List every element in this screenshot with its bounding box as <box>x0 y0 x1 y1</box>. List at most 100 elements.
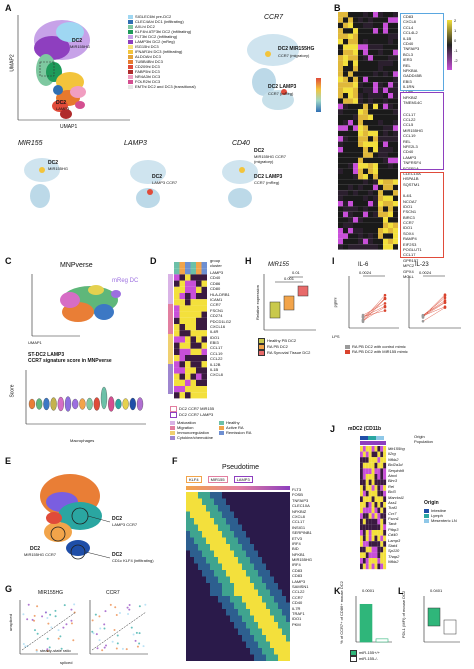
f-cell <box>190 622 194 629</box>
f-cell <box>258 596 262 603</box>
d-cell <box>185 330 191 337</box>
d-cell <box>185 392 191 399</box>
f-cell <box>246 498 250 505</box>
g-point <box>94 613 97 616</box>
b-mid-gene: SQSTM1 <box>403 181 420 187</box>
f-cell <box>258 609 262 616</box>
b-cell <box>343 184 348 191</box>
f-cell <box>238 615 242 622</box>
a-legend-swatch <box>128 69 133 74</box>
b-cell <box>383 39 388 45</box>
b-cell <box>383 55 388 61</box>
f-cell <box>262 505 266 512</box>
f-cell <box>242 628 246 635</box>
d-gene: HLA-DRB1 <box>210 291 230 297</box>
b-cell <box>378 125 383 131</box>
f-cell <box>258 492 262 499</box>
f-cell <box>234 518 238 525</box>
j-cell <box>377 552 381 558</box>
d-cell <box>174 299 180 306</box>
b-cell <box>383 152 388 158</box>
b-cell <box>378 12 383 18</box>
f-cell <box>246 609 250 616</box>
f-cell <box>246 589 250 596</box>
f-cell <box>274 622 278 629</box>
b-cell <box>338 82 343 88</box>
f-cell <box>190 596 194 603</box>
g-point <box>54 609 57 612</box>
b-bot-gene: SOX4 <box>403 230 414 236</box>
d-cell <box>196 299 202 306</box>
b-cell <box>358 211 363 218</box>
j-cell <box>371 468 375 474</box>
g-point <box>118 611 121 614</box>
f-cell <box>230 563 234 570</box>
f-gene: CCR7 <box>292 594 303 600</box>
g-point <box>22 642 25 645</box>
a-legend-item: EMThi DC2 and DC3 (transitional) <box>128 84 218 89</box>
b-cell <box>358 22 363 29</box>
f-cell <box>242 531 246 538</box>
b-cell <box>393 190 398 196</box>
b-cell <box>358 93 363 99</box>
f-cell <box>262 570 266 577</box>
a-legend-swatch <box>128 14 133 19</box>
b-cell <box>383 244 388 250</box>
d-pathway-swatch <box>170 420 175 425</box>
b-cell <box>363 190 368 196</box>
f-cell <box>282 531 286 538</box>
d-cell <box>174 280 180 287</box>
f-cell <box>202 641 206 648</box>
b-cell <box>383 60 388 66</box>
f-cell <box>226 505 230 512</box>
j-cell <box>377 462 381 469</box>
k-bar <box>375 638 389 643</box>
f-tags: KLF4 MIR155 LAMP3 <box>186 476 253 483</box>
a-legend-item: CLEC4Ahi DC1 (infiltrating) <box>128 19 218 24</box>
b-cell <box>363 22 368 29</box>
f-cell <box>222 635 226 642</box>
b-cell <box>368 217 373 223</box>
f-cell <box>210 518 214 525</box>
b-cell <box>383 179 388 185</box>
b-cell <box>368 168 373 174</box>
f-cell <box>274 563 278 570</box>
j-cell <box>360 474 363 480</box>
d-hdr2: cluster <box>210 263 222 268</box>
f-cell <box>270 492 274 499</box>
f-cell <box>218 635 222 642</box>
b-cell <box>393 82 398 88</box>
b-bot-gene: GPR157 <box>403 257 419 263</box>
f-cell <box>214 531 218 538</box>
b-cell <box>358 147 363 153</box>
b-cell <box>343 157 348 164</box>
b-cell <box>388 136 393 142</box>
g-point <box>125 648 128 651</box>
f-cell <box>274 531 278 538</box>
g-plots <box>14 598 164 658</box>
b-cell <box>373 233 378 239</box>
f-gene: IRF4 <box>292 562 301 568</box>
f-cell <box>234 596 238 603</box>
f-cell <box>214 615 218 622</box>
j-cell <box>365 535 369 542</box>
j-cell <box>374 502 378 508</box>
b-cell <box>343 206 348 212</box>
f-cell <box>266 576 270 583</box>
f-cell <box>186 492 190 499</box>
b-cell <box>378 244 383 250</box>
f-cell <box>202 648 206 655</box>
i-ylab: pg/ml <box>332 297 338 308</box>
f-cell <box>226 635 230 642</box>
j-cell <box>371 451 375 458</box>
g-point <box>63 604 66 607</box>
b-cell <box>363 222 368 228</box>
j-cell <box>365 563 369 570</box>
b-cell <box>373 130 378 137</box>
f-cell <box>222 648 226 655</box>
f-cell <box>270 544 274 551</box>
f-cell <box>226 511 230 518</box>
b-bot-gene: IDO1 <box>403 203 413 209</box>
f-cell <box>230 518 234 525</box>
f-cell <box>194 550 198 557</box>
